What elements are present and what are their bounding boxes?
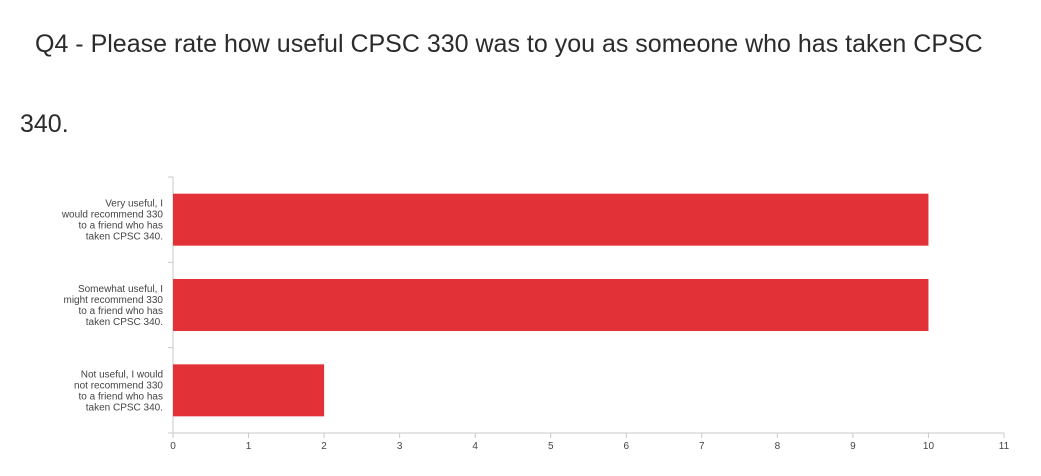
bar-3 [173, 364, 325, 417]
x-tick-label: 10 [923, 441, 935, 452]
x-tick-label: 5 [548, 441, 554, 452]
category-label-line: to a friend who has [79, 306, 164, 317]
x-tick-label: 1 [246, 441, 252, 452]
x-tick-label: 7 [699, 441, 705, 452]
category-label-line: taken CPSC 340. [86, 232, 163, 243]
category-label-line: Not useful, I would [81, 369, 163, 380]
category-label-line: not recommend 330 [74, 380, 163, 391]
x-tick-label: 3 [397, 441, 403, 452]
x-tick-label: 2 [321, 441, 327, 452]
x-tick-label: 0 [170, 441, 176, 452]
x-tick-label: 8 [775, 441, 781, 452]
category-label-line: to a friend who has [79, 221, 164, 232]
x-tick-label: 11 [999, 441, 1010, 452]
question-title: Q4 - Please rate how useful CPSC 330 was… [20, 30, 983, 138]
category-label-line: might recommend 330 [64, 295, 164, 306]
x-tick-label: 9 [850, 441, 856, 452]
category-label-line: Very useful, I [105, 199, 163, 210]
category-label-line: to a friend who has [79, 391, 164, 402]
category-label-line: taken CPSC 340. [86, 402, 163, 413]
category-label-line: would recommend 330 [61, 210, 164, 221]
category-label-line: taken CPSC 340. [86, 317, 163, 328]
x-tick-label: 4 [472, 441, 478, 452]
bar-1 [173, 193, 929, 246]
x-tick-label: 6 [623, 441, 629, 452]
category-label-line: Somewhat useful, I [78, 284, 163, 295]
bar-2 [173, 279, 929, 331]
